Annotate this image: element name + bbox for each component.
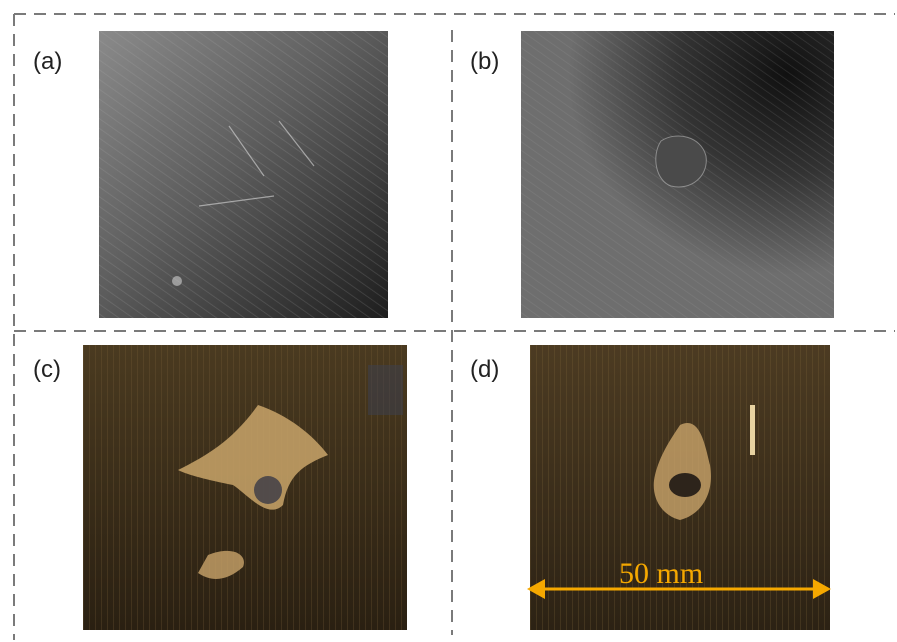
photo-panel-a bbox=[99, 31, 388, 318]
scale-bar-label: 50 mm bbox=[619, 557, 704, 590]
photo-panel-c bbox=[83, 345, 407, 630]
panel-label-a: (a) bbox=[33, 48, 63, 75]
panel-label-c: (c) bbox=[33, 356, 61, 383]
photo-panel-b bbox=[521, 31, 834, 318]
scale-bar-arrow bbox=[527, 579, 831, 599]
photo-panel-d bbox=[530, 345, 830, 630]
panel-label-d: (d) bbox=[470, 356, 500, 383]
panel-label-b: (b) bbox=[470, 48, 500, 75]
